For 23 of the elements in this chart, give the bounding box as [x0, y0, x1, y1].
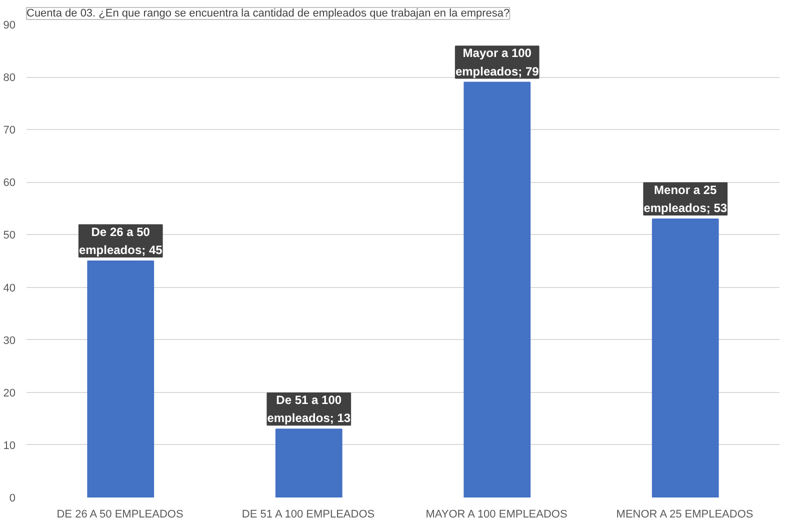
x-tick-label: MAYOR A 100 EMPLEADOS — [426, 508, 568, 520]
y-tick-label: 40 — [3, 282, 16, 294]
data-label: Menor a 25 empleados; 53 — [644, 182, 728, 215]
x-tick-label: DE 26 A 50 EMPLEADOS — [56, 508, 184, 520]
bar — [275, 428, 342, 498]
chart-title: Cuenta de 03. ¿En que rango se encuentra la cantidad de empleados que trabajan en la empresa? — [26, 8, 510, 20]
y-tick-label: 30 — [3, 334, 16, 347]
y-tick-label: 20 — [3, 387, 16, 400]
bar — [652, 218, 719, 498]
y-tick-label: 50 — [3, 230, 16, 242]
y-tick-label: 70 — [3, 124, 16, 137]
y-tick-label: 10 — [3, 440, 16, 452]
y-tick-label: 60 — [3, 177, 16, 190]
y-tick-label: 90 — [3, 20, 16, 32]
bar — [464, 82, 531, 498]
y-tick-label: 80 — [3, 72, 16, 84]
data-label: De 26 a 50 empleados; 45 — [78, 224, 163, 257]
data-label: De 51 a 100 empleados; 13 — [267, 392, 351, 426]
bar — [87, 260, 154, 498]
data-label: Mayor a 100 empleados; 79 — [455, 46, 540, 78]
x-tick-label: DE 51 A 100 EMPLEADOS — [242, 508, 375, 520]
y-tick-label: 0 — [9, 492, 16, 504]
x-tick-label: MENOR A 25 EMPLEADOS — [616, 508, 754, 520]
